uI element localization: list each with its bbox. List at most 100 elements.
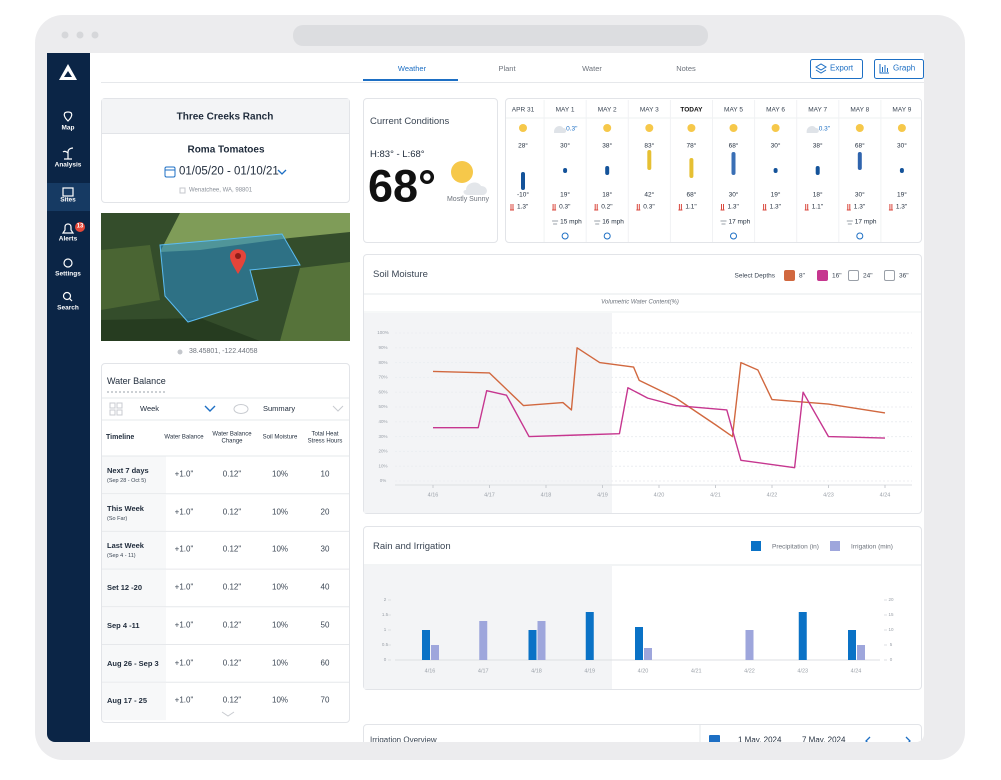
row-label-bg — [102, 531, 166, 570]
depth-checkbox[interactable] — [884, 270, 895, 281]
row-range: (So Far) — [107, 515, 128, 522]
row-cell: 50 — [320, 620, 330, 630]
wind-speed: 17 mph — [728, 218, 751, 226]
wind-icon — [720, 220, 727, 225]
grid-icon — [116, 409, 123, 416]
temp-bar — [647, 150, 652, 170]
y-tick-label: 0.5 — [382, 642, 389, 647]
past-shade — [364, 313, 612, 513]
cloud-icon — [806, 125, 819, 133]
bar — [745, 630, 754, 660]
period-select[interactable]: Week — [140, 403, 160, 413]
high-temp: 30° — [770, 142, 781, 150]
rain-amount: 0.2" — [601, 203, 613, 211]
rain-icon — [510, 204, 514, 211]
rain-amount: 1.3" — [727, 203, 739, 211]
current-temperature: 68° — [368, 160, 437, 212]
field-boundary[interactable] — [159, 233, 301, 323]
date-range[interactable]: 01/05/20 - 01/10/21 — [179, 165, 279, 178]
x-tick-label: 4/23 — [797, 668, 808, 674]
export-button[interactable] — [810, 59, 863, 79]
range-end[interactable]: 7 May, 2024 — [802, 735, 846, 745]
x-tick-label: 4/21 — [691, 668, 702, 674]
grid-icon — [109, 402, 116, 409]
week-chevron[interactable] — [204, 405, 216, 412]
row-label-bg — [102, 607, 166, 645]
row-cell: +1.0" — [174, 469, 194, 479]
chart-title: Rain and Irrigation — [373, 540, 451, 552]
analysis-icon — [62, 147, 74, 160]
y-tick-label: 60% — [378, 389, 387, 394]
logo[interactable] — [59, 64, 77, 80]
view-select[interactable]: Summary — [263, 403, 296, 413]
low-temp: 19° — [770, 191, 781, 199]
row-cell: +1.0" — [174, 507, 194, 517]
tab[interactable]: Plant — [498, 63, 516, 73]
url-bar[interactable] — [293, 25, 708, 46]
rain-amount: 1.1" — [685, 203, 697, 211]
rain-icon — [720, 204, 725, 211]
row-cell: 0.12" — [222, 507, 242, 517]
y-tick-label: 80% — [378, 360, 387, 365]
nav-label[interactable]: Map — [61, 124, 75, 132]
row-cell: +1.0" — [174, 620, 194, 630]
high-temp: 30° — [896, 142, 907, 150]
details-button[interactable] — [730, 232, 737, 240]
rain-icon — [552, 204, 557, 211]
nav-label[interactable]: Settings — [55, 270, 81, 278]
high-temp: 30° — [560, 142, 571, 150]
bar — [528, 630, 537, 660]
tab[interactable]: Weather — [397, 63, 427, 73]
details-button[interactable] — [603, 232, 611, 240]
graph-icon — [879, 64, 889, 74]
scroll-chevron[interactable] — [221, 711, 235, 717]
depth-checkbox[interactable] — [784, 270, 795, 281]
high-low: H:83° - L:68° — [370, 148, 425, 160]
row-cell: 70 — [320, 695, 330, 705]
graph-label[interactable]: Graph — [893, 63, 916, 73]
tab[interactable]: Notes — [676, 63, 696, 73]
nav-label[interactable]: Alerts — [58, 235, 78, 243]
summary-chevron[interactable] — [332, 405, 344, 412]
graph-button[interactable] — [874, 59, 924, 79]
map-icon — [63, 111, 73, 122]
legend-swatch — [751, 541, 761, 551]
bar — [479, 621, 488, 660]
nav-label[interactable]: Analysis — [54, 161, 82, 169]
x-tick-label: 4/22 — [744, 668, 755, 674]
depth-checkbox[interactable] — [848, 270, 859, 281]
x-tick-label: 4/18 — [541, 492, 552, 498]
rain-amount: 1.3" — [517, 203, 529, 211]
export-label[interactable]: Export — [830, 63, 854, 73]
sun-icon — [645, 124, 654, 132]
row-cell: +1.0" — [174, 544, 194, 554]
chart-subtitle: Volumetric Water Content(%) — [601, 299, 679, 306]
y-tick-label: 1 — [384, 627, 387, 632]
range-arrows[interactable] — [865, 736, 911, 745]
row-cell: 10% — [271, 695, 289, 705]
y-tick-label: 70% — [378, 375, 387, 380]
nav-label[interactable]: Search — [57, 304, 79, 312]
row-cell: 60 — [320, 658, 330, 668]
tab[interactable]: Water — [582, 63, 602, 73]
range-start[interactable]: 1 May, 2024 — [738, 735, 782, 745]
row-cell: 0.12" — [222, 620, 242, 630]
row-cell: 10 — [320, 469, 330, 479]
day-label: MAY 3 — [639, 106, 659, 114]
row-timeline: Set 12 -20 — [107, 582, 143, 592]
sun-icon — [729, 124, 738, 132]
details-button[interactable] — [561, 232, 569, 240]
window-dot — [61, 31, 69, 39]
nav-label[interactable]: Sites — [60, 196, 76, 204]
date-chevron[interactable] — [277, 169, 287, 175]
location-icon — [179, 187, 186, 194]
bar — [537, 621, 546, 660]
depth-checkbox[interactable] — [817, 270, 828, 281]
calendar-icon[interactable] — [709, 735, 720, 744]
rain-icon — [636, 204, 641, 211]
details-button[interactable] — [856, 232, 864, 240]
map-pin[interactable] — [230, 249, 246, 274]
x-tick-label: 4/24 — [851, 668, 862, 674]
x-tick-label: 4/21 — [710, 492, 721, 498]
